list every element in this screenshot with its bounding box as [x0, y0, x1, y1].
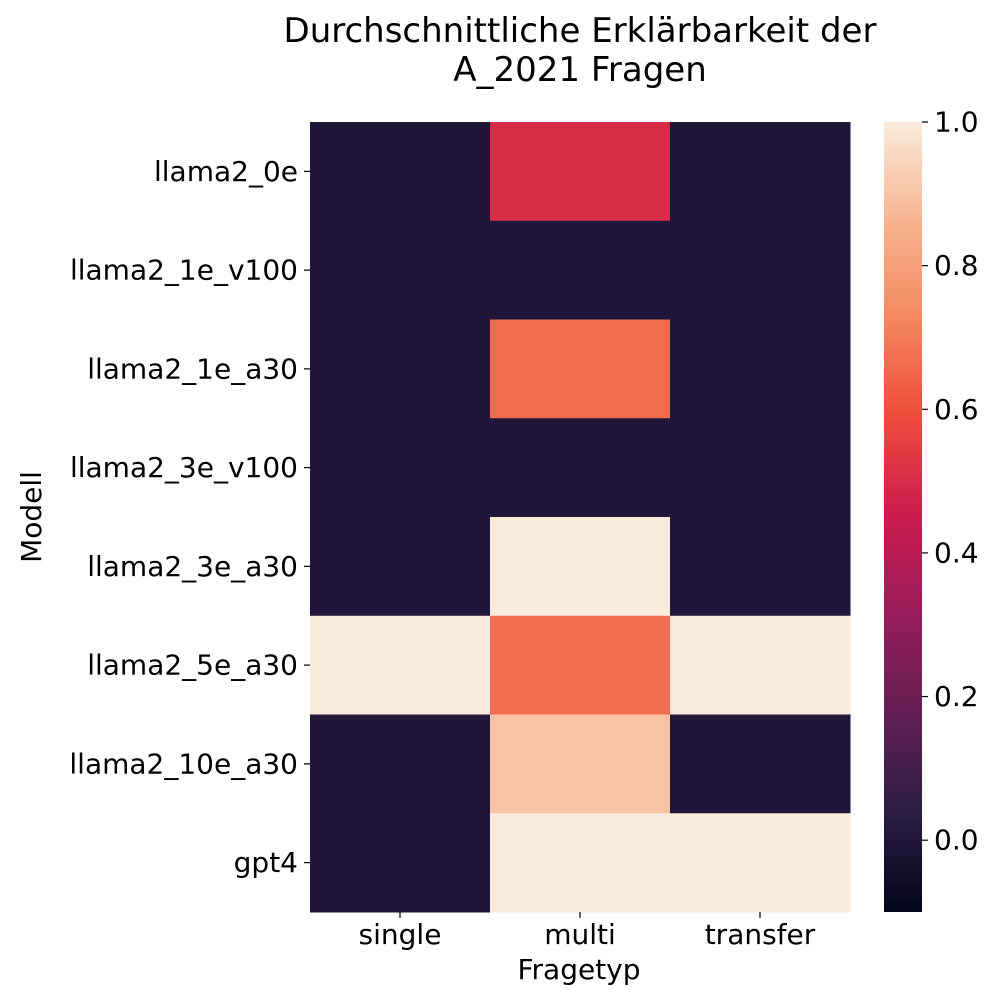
- heatmap-cell-gpt4-multi: [490, 813, 671, 913]
- colorbar-tick-label: 0.0: [934, 824, 979, 857]
- heatmap-cell-llama2_0e-multi: [490, 122, 671, 222]
- y-tick-label: llama2_1e_v100: [70, 254, 298, 287]
- x-tick-label: transfer: [705, 918, 816, 951]
- heatmap-cell-llama2_3e_a30-multi: [490, 517, 671, 617]
- x-axis-ticks: single multi transfer: [359, 912, 816, 951]
- y-tick-label: llama2_0e: [154, 155, 298, 188]
- heatmap-cell-llama2_1e_v100-multi: [490, 220, 671, 320]
- heatmap-cell-llama2_5e_a30-single: [310, 615, 491, 715]
- x-tick-label: single: [359, 918, 442, 951]
- y-tick-label: llama2_3e_a30: [87, 550, 298, 583]
- heatmap-cell-llama2_3e_a30-transfer: [670, 517, 851, 617]
- chart-title-line-2: A_2021 Fragen: [453, 50, 707, 90]
- heatmap-cell-gpt4-transfer: [670, 813, 851, 913]
- heatmap-cell-llama2_1e_v100-single: [310, 220, 491, 320]
- heatmap-cell-llama2_0e-transfer: [670, 122, 851, 222]
- x-tick-label: multi: [544, 918, 616, 951]
- heatmap-cell-gpt4-single: [310, 813, 491, 913]
- heatmap-cells: [310, 122, 851, 913]
- heatmap-cell-llama2_3e_v100-multi: [490, 418, 671, 518]
- heatmap-cell-llama2_1e_a30-single: [310, 319, 491, 419]
- colorbar-tick-label: 0.4: [934, 536, 979, 569]
- colorbar-tick-label: 0.2: [934, 680, 979, 713]
- heatmap-cell-llama2_10e_a30-single: [310, 714, 491, 814]
- y-axis-ticks: llama2_0e llama2_1e_v100 llama2_1e_a30llam…: [69, 155, 310, 879]
- heatmap-cell-llama2_10e_a30-transfer: [670, 714, 851, 814]
- chart-title-line-1: Durchschnittliche Erklärbarkeit der: [284, 11, 877, 51]
- heatmap-cell-llama2_1e_v100-transfer: [670, 220, 851, 320]
- y-tick-label: llama2_10e_a30: [69, 747, 298, 780]
- heatmap-cell-llama2_1e_a30-multi: [490, 319, 671, 419]
- heatmap-cell-llama2_3e_v100-single: [310, 418, 491, 518]
- heatmap-cell-llama2_3e_a30-single: [310, 517, 491, 617]
- heatmap-cell-llama2_5e_a30-multi: [490, 615, 671, 715]
- y-axis-label: Modell: [15, 471, 48, 563]
- heatmap-cell-llama2_1e_a30-transfer: [670, 319, 851, 419]
- colorbar-tick-label: 0.8: [934, 249, 979, 282]
- y-tick-label: llama2_5e_a30: [87, 649, 298, 682]
- colorbar-tick-label: 0.6: [934, 393, 979, 426]
- y-tick-label: gpt4: [234, 846, 298, 879]
- heatmap-cell-llama2_10e_a30-multi: [490, 714, 671, 814]
- colorbar-tick-label: 1.0: [934, 106, 979, 139]
- colorbar: [884, 122, 922, 912]
- heatmap-cell-llama2_5e_a30-transfer: [670, 615, 851, 715]
- y-tick-label: llama2_3e_v100: [70, 451, 298, 484]
- colorbar-ticks: 0.0 0.2 0.4 0.6 0.8 1.0: [922, 106, 979, 857]
- y-tick-label: llama2_1e_a30: [87, 352, 298, 385]
- x-axis-label: Fragetyp: [517, 953, 640, 986]
- heatmap-cell-llama2_3e_v100-transfer: [670, 418, 851, 518]
- heatmap-cell-llama2_0e-single: [310, 122, 491, 222]
